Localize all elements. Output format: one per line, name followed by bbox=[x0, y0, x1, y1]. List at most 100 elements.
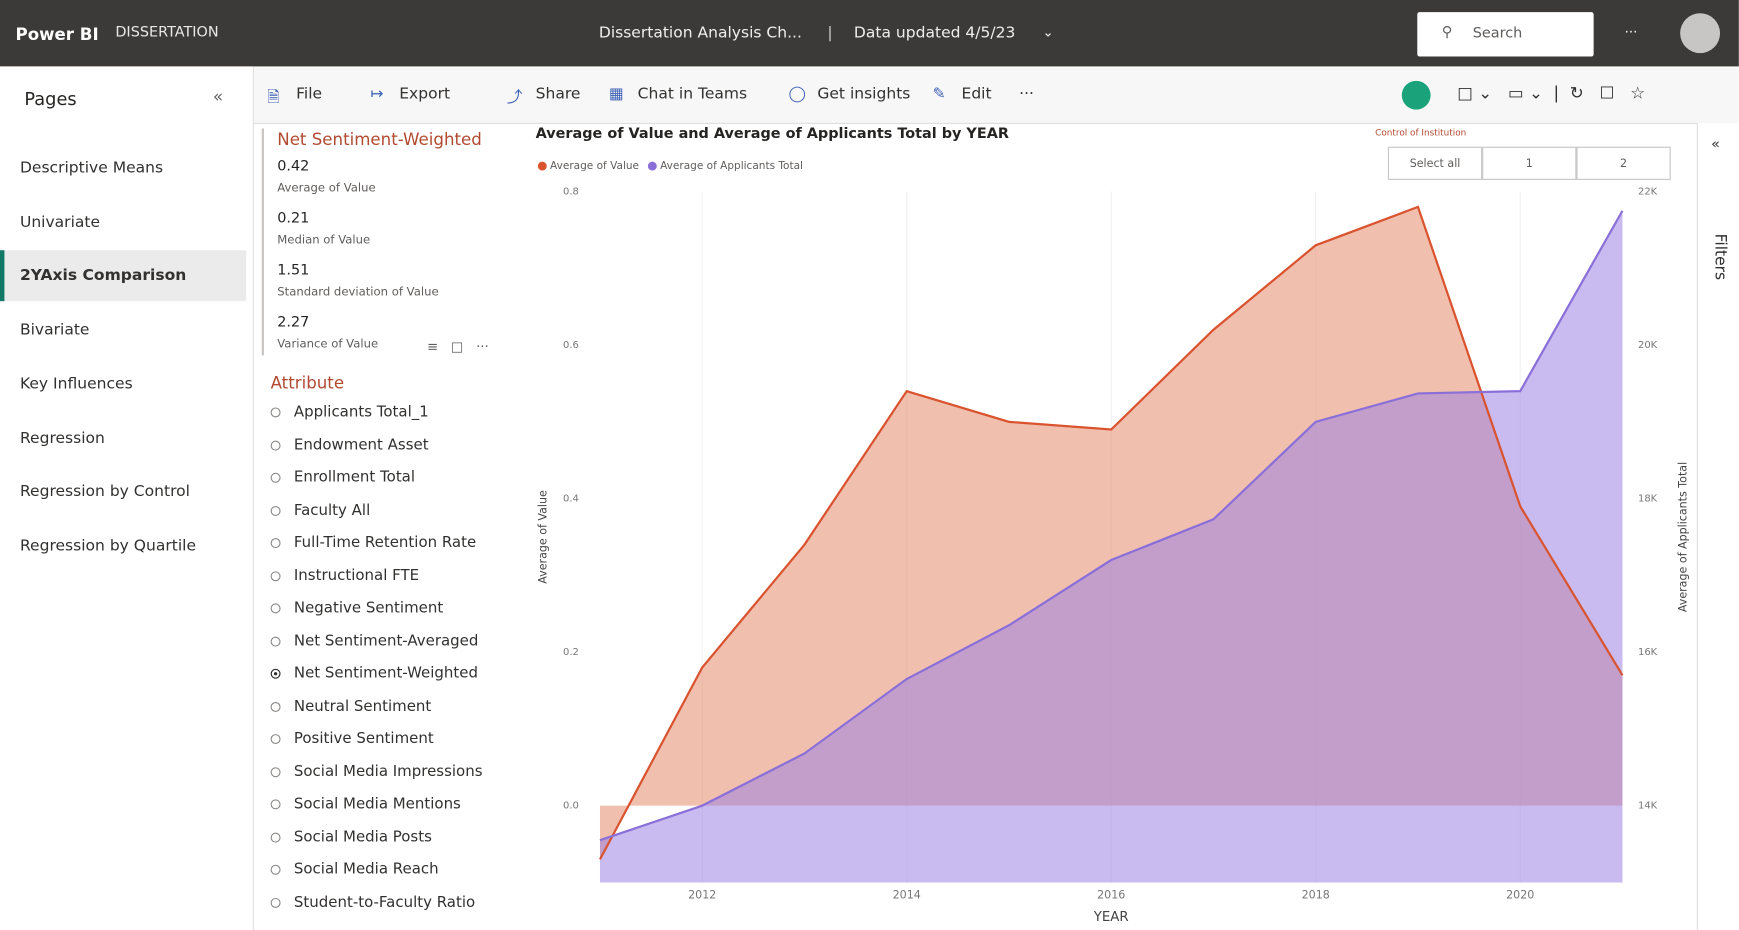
app-name[interactable]: Power BI bbox=[15, 24, 99, 45]
attribute-label[interactable]: Student-to-Faculty Ratio bbox=[293, 892, 476, 911]
workspace[interactable]: DISSERTATION bbox=[115, 24, 219, 41]
attribute-label[interactable]: Negative Sentiment bbox=[293, 598, 444, 617]
stat-value: 1.51 bbox=[277, 262, 310, 280]
attribute-label[interactable]: Social Media Mentions bbox=[293, 794, 461, 813]
attribute-option[interactable]: Social Media Posts bbox=[270, 827, 432, 846]
visual-icons[interactable]: ≡ □ ··· bbox=[426, 338, 489, 355]
stat-label: Median of Value bbox=[277, 233, 371, 247]
attribute-option[interactable]: Neutral Sentiment bbox=[270, 696, 432, 715]
radio[interactable] bbox=[270, 864, 281, 875]
attribute-option[interactable]: Enrollment Total bbox=[270, 468, 416, 487]
toolbar-icon[interactable]: ↦ bbox=[370, 85, 384, 103]
page-tab[interactable]: Key Influences bbox=[19, 375, 133, 393]
search-box[interactable]: ⚲ Search bbox=[1417, 12, 1594, 57]
toolbar-button[interactable]: Get insights bbox=[817, 85, 911, 103]
attribute-label[interactable]: Social Media Impressions bbox=[293, 762, 483, 781]
slicer-button[interactable] bbox=[1482, 146, 1577, 180]
series-line bbox=[599, 210, 1624, 842]
attribute-label[interactable]: Instructional FTE bbox=[293, 566, 420, 585]
pages-pane: Pages « Descriptive Means Univariate 2YAxi… bbox=[0, 66, 254, 930]
radio[interactable] bbox=[270, 734, 281, 745]
more[interactable]: ··· bbox=[1624, 24, 1638, 40]
attribute-option[interactable]: Negative Sentiment bbox=[270, 598, 444, 617]
radio[interactable] bbox=[270, 505, 281, 516]
attribute-option[interactable]: Full-Time Retention Rate bbox=[270, 533, 477, 552]
radio[interactable] bbox=[270, 407, 281, 418]
filters-pane[interactable]: « Filters bbox=[1696, 122, 1739, 930]
attribute-option[interactable]: Net Sentiment-Weighted bbox=[270, 664, 478, 683]
attribute-label[interactable]: Faculty All bbox=[293, 501, 371, 519]
radio[interactable] bbox=[270, 897, 281, 908]
toolbar-icon[interactable]: ✎ bbox=[932, 85, 946, 103]
toolbar-button[interactable]: Edit bbox=[961, 85, 992, 103]
data-updated[interactable]: Data updated 4/5/23 bbox=[853, 24, 1016, 43]
chevron[interactable]: ⌄ bbox=[1042, 24, 1054, 40]
attribute-label[interactable]: Net Sentiment-Weighted bbox=[293, 664, 478, 683]
attribute-label[interactable]: Social Media Posts bbox=[293, 827, 432, 846]
attribute-label[interactable]: Endowment Asset bbox=[293, 435, 429, 454]
attribute-option[interactable]: Social Media Mentions bbox=[270, 794, 461, 813]
x-tick-label: 2012 bbox=[688, 889, 716, 902]
toolbar-button[interactable]: Export bbox=[399, 85, 451, 103]
radio[interactable] bbox=[270, 472, 281, 483]
attribute-option[interactable]: Instructional FTE bbox=[270, 566, 420, 585]
page-tab[interactable]: Regression by Control bbox=[19, 482, 190, 501]
filters-label[interactable]: Filters bbox=[1711, 233, 1729, 281]
toolbar-button[interactable]: File bbox=[296, 85, 323, 103]
slicer-option[interactable]: 1 bbox=[1526, 157, 1533, 170]
attribute-option[interactable]: Net Sentiment-Averaged bbox=[270, 631, 479, 650]
radio[interactable] bbox=[270, 701, 281, 712]
toolbar-icon[interactable]: ▦ bbox=[608, 85, 624, 103]
page-tab[interactable]: Regression bbox=[19, 429, 105, 447]
slicer-button[interactable] bbox=[1387, 146, 1483, 180]
page-tab[interactable]: Bivariate bbox=[19, 321, 90, 339]
radio[interactable] bbox=[270, 799, 281, 810]
toolbar-button[interactable]: Chat in Teams bbox=[637, 85, 748, 103]
attribute-option[interactable]: Social Media Reach bbox=[270, 860, 439, 879]
radio[interactable] bbox=[270, 603, 281, 614]
page-tab[interactable]: 2YAxis Comparison bbox=[0, 250, 247, 302]
stat-label: Standard deviation of Value bbox=[277, 285, 439, 299]
slicer-button[interactable] bbox=[1576, 146, 1671, 180]
toolbar-icon[interactable]: ⤴ bbox=[506, 88, 523, 107]
avatar[interactable] bbox=[1680, 13, 1721, 54]
y2-tick-label: 22K bbox=[1638, 187, 1658, 198]
attribute-option[interactable]: Social Media Impressions bbox=[270, 762, 483, 781]
toolbar-more[interactable]: ··· bbox=[1019, 85, 1034, 103]
attribute-option[interactable]: Faculty All bbox=[270, 501, 371, 519]
radio[interactable] bbox=[270, 538, 281, 549]
page-tab[interactable]: Descriptive Means bbox=[19, 159, 164, 178]
stat-label: Variance of Value bbox=[277, 337, 379, 351]
attribute-label[interactable]: Social Media Reach bbox=[293, 860, 439, 879]
attribute-label[interactable]: Positive Sentiment bbox=[293, 729, 434, 748]
radio[interactable] bbox=[270, 832, 281, 843]
toolbar-icon[interactable]: ◯ bbox=[788, 85, 806, 103]
attribute-label[interactable]: Full-Time Retention Rate bbox=[293, 533, 477, 552]
radio[interactable] bbox=[270, 440, 281, 451]
collapse[interactable]: « bbox=[212, 86, 224, 107]
view-icons[interactable]: □ ⌄ ▭ ⌄ | ↻ ☐ ☆ bbox=[1457, 83, 1646, 103]
radio[interactable] bbox=[270, 668, 281, 679]
attribute-option[interactable]: Positive Sentiment bbox=[270, 729, 434, 748]
report-name[interactable]: Dissertation Analysis Ch... bbox=[598, 24, 802, 43]
chart: Average of Value and Average of Applican… bbox=[536, 126, 1690, 925]
toolbar-button[interactable]: Share bbox=[535, 85, 581, 103]
attribute-option[interactable]: Endowment Asset bbox=[270, 435, 429, 454]
attribute-label[interactable]: Applicants Total_1 bbox=[293, 403, 429, 421]
filters-collapse[interactable]: « bbox=[1711, 136, 1721, 153]
page-tab[interactable]: Regression by Quartile bbox=[19, 536, 197, 555]
toolbar-icon[interactable]: 🗎 bbox=[267, 88, 280, 107]
page-tab[interactable]: Univariate bbox=[19, 213, 101, 232]
attribute-option[interactable]: Applicants Total_1 bbox=[270, 403, 429, 421]
refresh-status[interactable] bbox=[1401, 80, 1431, 110]
radio[interactable] bbox=[270, 570, 281, 581]
slicer-option[interactable]: 2 bbox=[1620, 157, 1627, 170]
attribute-label[interactable]: Neutral Sentiment bbox=[293, 696, 432, 715]
slicer-option[interactable]: Select all bbox=[1410, 157, 1461, 170]
radio[interactable] bbox=[270, 636, 281, 647]
attribute-label[interactable]: Net Sentiment-Averaged bbox=[293, 631, 479, 650]
attribute-option[interactable]: Student-to-Faculty Ratio bbox=[270, 892, 476, 911]
attribute-label[interactable]: Enrollment Total bbox=[293, 468, 416, 487]
radio[interactable] bbox=[270, 766, 281, 777]
stat-value: 2.27 bbox=[277, 314, 310, 332]
